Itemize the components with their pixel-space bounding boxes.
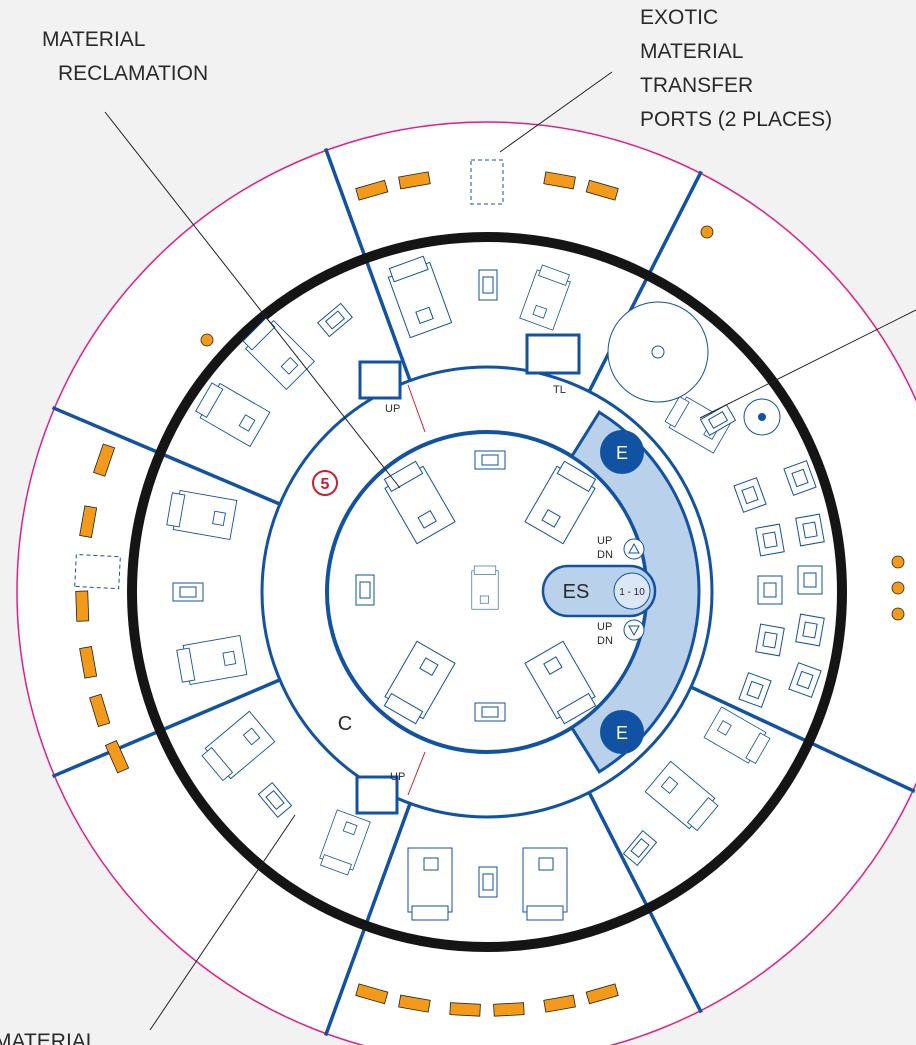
console-box	[758, 576, 782, 604]
console	[756, 624, 784, 656]
console	[758, 576, 782, 604]
desk	[479, 270, 497, 300]
desk-top	[475, 703, 505, 721]
deck-plan: MATERIAL RECLAMATION EXOTIC MATERIAL TRA…	[0, 0, 916, 1045]
desk-top	[173, 583, 203, 601]
desk-top	[479, 867, 497, 897]
label: C	[338, 713, 352, 735]
console	[756, 524, 784, 556]
console	[796, 514, 824, 546]
port	[494, 1003, 525, 1017]
label: DN	[597, 635, 613, 647]
bed	[472, 566, 498, 609]
label: DN	[597, 549, 613, 561]
reclaimer-core	[758, 413, 766, 421]
bed	[523, 848, 567, 920]
bed-head	[474, 566, 496, 574]
desk-top	[479, 270, 497, 300]
port	[450, 1003, 481, 1017]
light	[892, 608, 904, 620]
label: E	[616, 443, 628, 463]
light	[892, 582, 904, 594]
bed-head	[412, 906, 448, 920]
desk	[475, 703, 505, 721]
port	[76, 591, 89, 621]
console-box	[796, 614, 824, 646]
desk-top	[475, 451, 505, 469]
button	[624, 620, 644, 640]
label: UP	[390, 771, 405, 783]
label: UP	[597, 621, 612, 633]
desk-top	[356, 575, 374, 605]
desk	[173, 583, 203, 601]
desk	[356, 575, 374, 605]
label: 1 - 10	[619, 587, 645, 598]
callout-text: EXOTIC	[640, 6, 718, 29]
desk	[475, 451, 505, 469]
console-box	[798, 566, 822, 594]
label: 5	[321, 476, 330, 493]
closet	[360, 362, 400, 398]
desk	[479, 867, 497, 897]
tank	[608, 302, 708, 402]
label: E	[616, 723, 628, 743]
console-box	[756, 624, 784, 656]
callout-text: TRANSFER	[640, 74, 753, 97]
light	[201, 334, 213, 346]
console	[796, 614, 824, 646]
light	[701, 226, 713, 238]
label: ES	[563, 581, 590, 603]
console-box	[756, 524, 784, 556]
callout-text: MATERIAL	[640, 40, 743, 63]
callout-text: MATERIAL	[0, 1030, 97, 1045]
label: UP	[385, 403, 400, 415]
label: UP	[597, 535, 612, 547]
console-box	[796, 514, 824, 546]
callout-text: RECLAMATION	[58, 62, 208, 85]
console	[798, 566, 822, 594]
bed-head	[527, 906, 563, 920]
washroom	[527, 335, 579, 373]
label: TL	[553, 384, 566, 396]
callout-text: MATERIAL	[42, 28, 145, 51]
callout-text: PORTS (2 PLACES)	[640, 108, 832, 131]
button	[624, 539, 644, 559]
bed	[408, 848, 452, 920]
light	[892, 556, 904, 568]
